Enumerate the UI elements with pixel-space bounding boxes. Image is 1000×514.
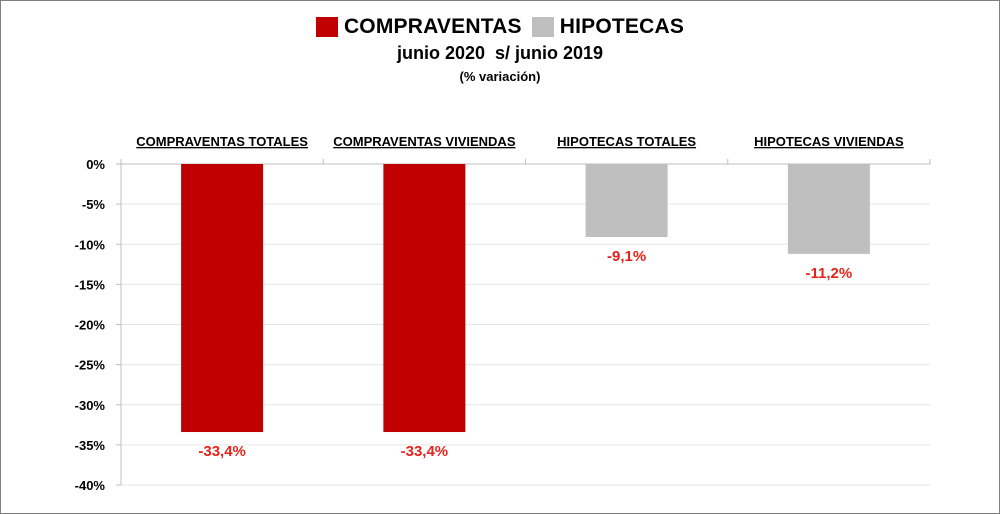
bar: [585, 164, 668, 238]
category-label: COMPRAVENTAS VIVIENDAS: [333, 134, 516, 149]
data-label: -33,4%: [401, 443, 449, 460]
data-label: -11,2%: [806, 265, 853, 282]
y-tick-label: -15%: [75, 277, 106, 292]
data-label: -33,4%: [198, 443, 246, 460]
y-tick-label: 0%: [86, 157, 105, 172]
bar: [383, 164, 466, 433]
legend-swatch-hipotecas: [531, 17, 554, 37]
y-tick-label: -10%: [75, 237, 106, 252]
y-tick-label: -35%: [75, 438, 106, 453]
chart-subtitle: junio 2020 s/ junio 2019: [396, 43, 604, 63]
y-tick-label: -5%: [82, 197, 106, 212]
legend-swatch-compraventas: [315, 17, 338, 37]
y-tick-label: -25%: [75, 358, 106, 373]
y-tick-label: -20%: [75, 318, 106, 333]
bar: [181, 164, 264, 433]
labels: COMPRAVENTAS TOTALES -33,4% COMPRAVENTAS V…: [136, 134, 904, 460]
category-label: HIPOTECAS VIVIENDAS: [754, 134, 904, 149]
legend-label-hipotecas: HIPOTECAS: [559, 15, 685, 38]
data-label: -9,1%: [607, 248, 646, 265]
category-label: COMPRAVENTAS TOTALES: [136, 134, 308, 149]
category-label: HIPOTECAS TOTALES: [557, 134, 696, 149]
chart-note: (% variación): [459, 69, 541, 84]
legend-item-compraventas: COMPRAVENTAS: [315, 15, 522, 39]
y-tick-label: -40%: [75, 478, 106, 493]
y-tick-label: -30%: [75, 398, 106, 413]
legend-item-hipotecas: HIPOTECAS: [531, 15, 685, 39]
bars: [181, 164, 870, 433]
bar: [787, 164, 870, 254]
legend: COMPRAVENTAS HIPOTECAS: [0, 12, 1000, 42]
legend-label-compraventas: COMPRAVENTAS: [343, 15, 522, 38]
